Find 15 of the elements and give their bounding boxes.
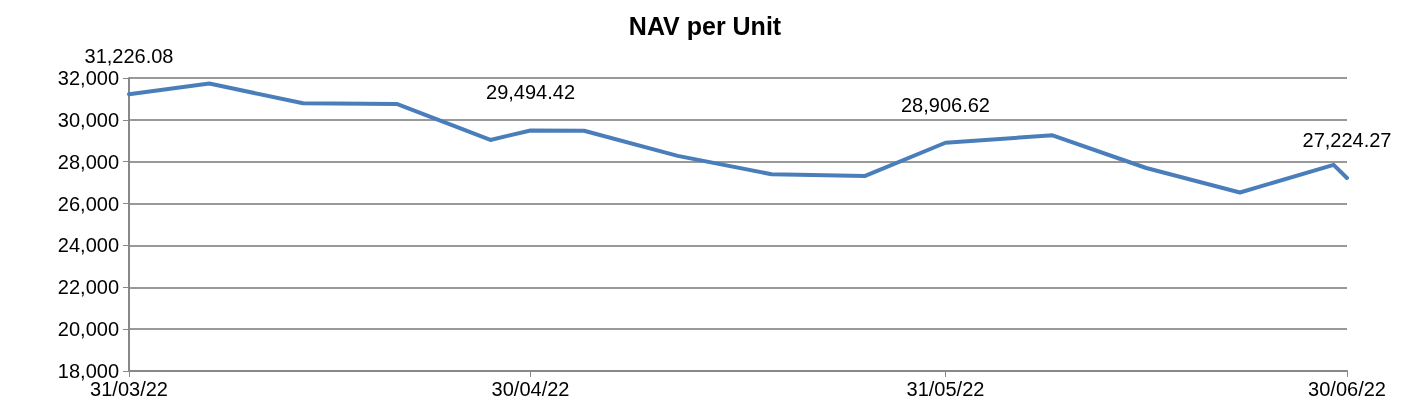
y-tick-label: 28,000 [57, 150, 119, 173]
y-tick-label: 26,000 [57, 192, 119, 215]
x-tick-label: 30/04/22 [491, 378, 570, 400]
y-tick-label: 20,000 [57, 318, 119, 341]
data-label: 28,906.62 [900, 93, 990, 116]
y-tick-label: 30,000 [57, 108, 119, 131]
y-tick-label: 32,000 [57, 67, 119, 89]
data-label: 31,226.08 [84, 45, 174, 68]
data-label: 27,224.27 [1302, 128, 1392, 151]
y-tick-label: 22,000 [57, 276, 119, 299]
y-tick-label: 24,000 [57, 234, 119, 257]
x-tick-label: 30/06/22 [1308, 378, 1386, 400]
x-tick-label: 31/05/22 [906, 378, 985, 400]
data-label: 29,494.42 [486, 81, 576, 104]
chart-title: NAV per Unit [628, 11, 782, 40]
